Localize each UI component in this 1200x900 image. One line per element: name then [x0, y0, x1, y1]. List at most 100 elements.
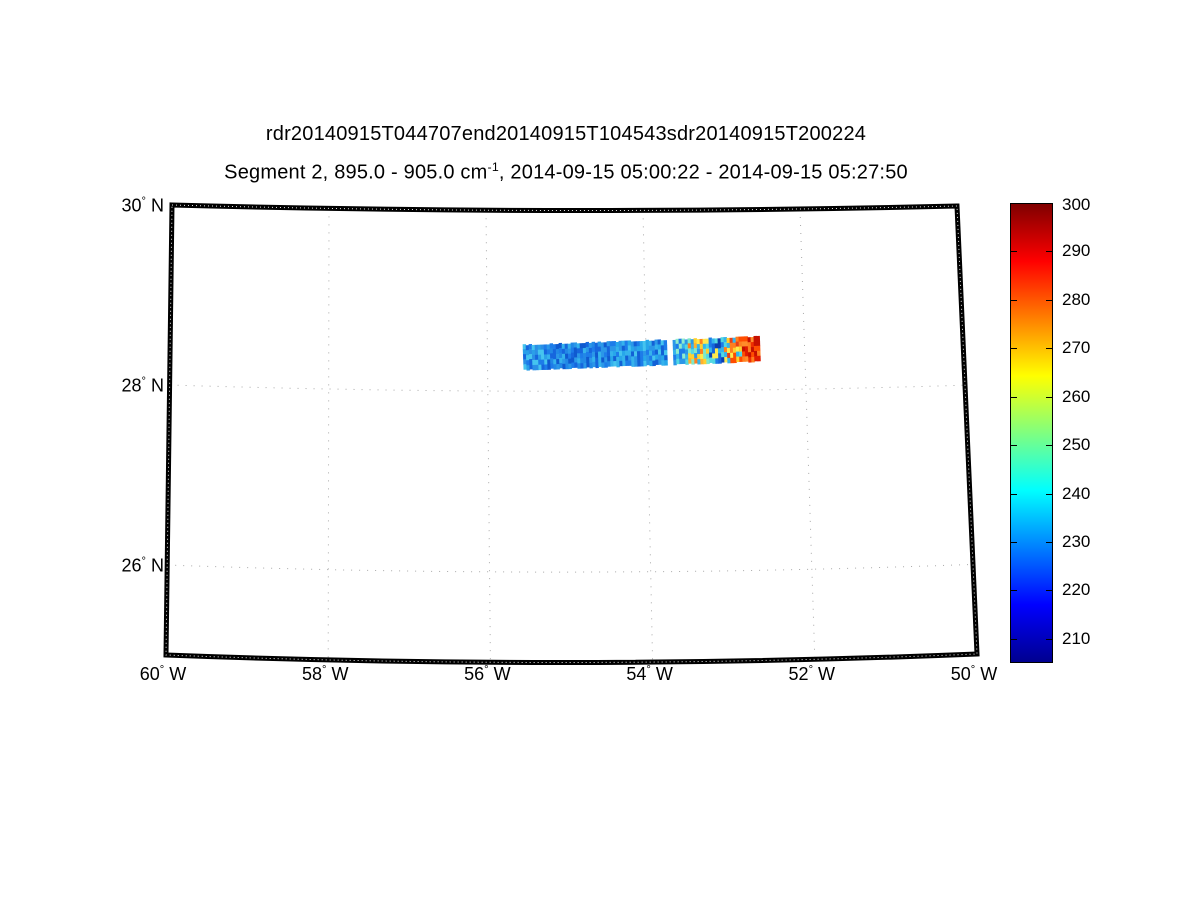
swath-cell [541, 359, 545, 366]
swath-cell [655, 354, 659, 360]
swath-cell [522, 344, 527, 350]
swath-cell [648, 345, 653, 352]
swath-cell [735, 346, 740, 353]
swath-cell [724, 351, 728, 358]
colorbar-tick-left-220 [1011, 590, 1017, 591]
swath-cell [532, 359, 536, 366]
subtitle-suffix: , 2014-09-15 05:00:22 - 2014-09-15 05:27… [498, 161, 908, 184]
swath-cell [645, 344, 650, 351]
lon-tick-label-60W: 60° W [139, 664, 187, 684]
swath-cell [672, 349, 677, 356]
swath-cell [573, 342, 578, 348]
swath-cell [612, 350, 617, 357]
swath-cell [657, 349, 662, 355]
swath-cell [726, 342, 731, 349]
swath-cell [735, 336, 740, 343]
swath-cell [631, 361, 635, 367]
swath-cell [714, 343, 719, 349]
swath-cell [523, 364, 527, 370]
swath-cell [558, 347, 563, 354]
swath-cell [747, 337, 752, 343]
plot-title: rdr20140915T044707end20140915T104543sdr2… [265, 123, 867, 145]
data-swath [522, 335, 761, 371]
swath-cell [570, 347, 575, 353]
swath-cell [754, 355, 758, 362]
subtitle-exponent: -1 [487, 160, 499, 174]
plot-subtitle: Segment 2, 895.0 - 905.0 cm-1, 2014-09-1… [0, 160, 1132, 185]
swath-cell [577, 363, 581, 369]
colorbar-tick-right-230 [1046, 542, 1052, 543]
swath-cell [757, 355, 761, 362]
swath-cell [565, 363, 569, 370]
swath-cell [700, 358, 704, 365]
swath-cell [619, 355, 623, 362]
swath-cell [607, 361, 611, 367]
swath-cell [537, 344, 542, 351]
swath-cell [531, 344, 536, 351]
colorbar-tick-left-280 [1011, 300, 1017, 301]
swath-cell [598, 356, 602, 363]
swath-cell [615, 351, 620, 358]
swath-cell [687, 343, 692, 349]
lat-tick-label-30N: 30° N [121, 195, 165, 216]
swath-cell [555, 353, 560, 360]
colorbar-tick-label-250: 250 [1062, 435, 1091, 454]
swath-cell [654, 339, 659, 345]
swath-cell [531, 349, 536, 356]
swath-cell [678, 343, 683, 350]
swath-cell [730, 357, 734, 364]
swath-cell [628, 360, 632, 366]
swath-cell [594, 347, 599, 354]
lat-tick-label-28N: 28° N [121, 375, 165, 396]
swath-cell [681, 348, 686, 355]
gridline-meridian-58 [327, 208, 330, 660]
swath-cell [643, 355, 647, 362]
swath-cell [526, 360, 530, 366]
swath-cell [720, 337, 725, 343]
swath-cell [613, 360, 617, 367]
swath-cell [529, 363, 533, 370]
swath-cell [597, 341, 602, 348]
swath-cell [703, 358, 707, 365]
swath-cell [736, 356, 740, 363]
swath-cell [730, 352, 734, 359]
swath-cell [661, 360, 665, 366]
swath-cell [630, 351, 635, 357]
swath-cell [547, 359, 551, 365]
swath-cell [675, 338, 680, 345]
swath-cell [736, 351, 740, 358]
swath-cell [684, 344, 689, 350]
swath-cell [672, 344, 677, 351]
swath-cell [601, 362, 605, 368]
swath-cell [745, 351, 749, 357]
swath-cell [693, 338, 698, 344]
swath-cell [649, 360, 653, 367]
swath-cell [553, 359, 557, 365]
swath-cell [688, 353, 692, 359]
colorbar-tick-right-260 [1046, 397, 1052, 398]
swath-cell [606, 351, 611, 357]
colorbar-tick-left-290 [1011, 251, 1017, 252]
swath-cell [585, 341, 590, 348]
swath-cell [697, 358, 701, 365]
swath-cell [595, 362, 599, 369]
swath-cell [544, 359, 548, 365]
swath-cell [604, 362, 608, 368]
swath-cell [702, 348, 707, 355]
swath-cell [555, 349, 560, 355]
swath-cell [633, 351, 638, 357]
swath-cell [706, 353, 710, 360]
colorbar-tick-label-290: 290 [1062, 241, 1091, 260]
swath-cell [540, 344, 545, 351]
gridline-meridian-56 [485, 210, 491, 663]
swath-cell [657, 339, 662, 345]
swath-cell [754, 350, 758, 357]
swath-cell [676, 353, 680, 360]
swath-cell [561, 343, 566, 350]
swath-cell [615, 346, 620, 353]
swath-cell [564, 348, 569, 355]
swath-cell [540, 349, 545, 356]
swath-cell [600, 342, 605, 348]
swath-cell [681, 343, 686, 350]
swath-cell [613, 355, 617, 362]
